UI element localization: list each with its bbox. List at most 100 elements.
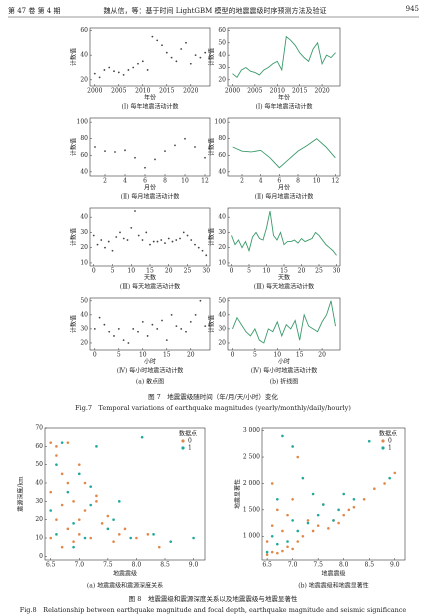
x-axis-label: 月份	[278, 184, 290, 192]
scatter-point	[316, 524, 320, 527]
y-tick-label: 80	[218, 135, 226, 142]
caption: (Ⅱ) 每月地震活动计数	[255, 193, 314, 201]
scatter-point	[161, 44, 163, 47]
y-axis-label: 计数值	[208, 138, 216, 156]
x-tick-label: 2000	[87, 88, 102, 95]
scatter-point	[205, 254, 208, 257]
caption: (Ⅱ) 每月地震活动计数	[121, 193, 180, 201]
line-series	[231, 210, 337, 256]
scatter-point	[296, 455, 300, 459]
y-tick-label: 30	[35, 498, 43, 505]
scatter-point	[89, 536, 93, 540]
scatter-point	[144, 166, 146, 169]
scatter-point	[388, 476, 391, 480]
scatter-point	[103, 69, 106, 71]
caption: (a) 地震震级和震源深度关系	[87, 582, 163, 590]
scatter-point	[117, 533, 121, 536]
x-tick-label: 5	[111, 268, 115, 275]
legend-label: 1	[388, 445, 392, 452]
scatter-point	[152, 533, 155, 536]
scatter-point	[140, 435, 144, 439]
axes-frame	[89, 27, 211, 87]
scatter-point	[383, 482, 386, 485]
scatter-point	[77, 463, 81, 466]
scatter-point	[111, 249, 114, 252]
scatter-point	[122, 339, 125, 342]
x-tick-label: 9.0	[390, 562, 400, 569]
scatter-point	[286, 513, 289, 517]
scatter-point	[306, 519, 310, 522]
x-tick-label: 15	[296, 352, 304, 359]
scatter-point	[170, 56, 173, 59]
y-tick-label: 60	[35, 443, 43, 450]
y-tick-label: 1 000	[243, 533, 260, 540]
scatter-point	[124, 149, 126, 152]
scatter-point	[286, 545, 289, 549]
x-tick-label: 15	[146, 268, 154, 275]
caption: (Ⅰ) 每年地震活动计数	[256, 103, 313, 111]
scatter-point	[100, 239, 103, 241]
x-tick-label: 4	[123, 178, 127, 185]
x-tick-label: 8.0	[132, 562, 142, 569]
scatter-point	[152, 240, 155, 243]
scatter-point	[270, 534, 274, 538]
line-series	[232, 35, 336, 79]
scatter-point	[276, 551, 279, 555]
scatter-point	[114, 151, 116, 153]
y-tick-label: 50	[218, 39, 226, 46]
scatter-point	[393, 471, 397, 475]
x-tick-label: 10	[181, 178, 189, 185]
x-tick-label: 25	[184, 268, 192, 275]
scatter-point	[179, 237, 181, 240]
scatter-point	[107, 240, 110, 243]
legend-title: 数据点	[179, 430, 197, 438]
scatter-point	[60, 503, 64, 507]
scatter-point	[270, 524, 274, 527]
y-tick-label: 20	[218, 244, 226, 251]
figure-caption: 图 8 地震震级和震源深度关系以及地震震级与地震显著性	[129, 594, 298, 603]
x-axis-label: 年份	[278, 94, 290, 102]
scatter-point	[171, 240, 174, 243]
y-tick-label: 40	[80, 52, 88, 59]
x-tick-label: 10	[263, 268, 271, 275]
scatter-point	[146, 533, 150, 536]
scatter-point	[106, 527, 110, 531]
x-tick-label: 0	[93, 352, 97, 359]
scatter-point	[204, 156, 206, 159]
axes-frame	[89, 297, 211, 351]
scatter-point	[311, 529, 315, 533]
figure-caption: 图 7 地震震级随时间（年/月/天/小时）变化	[148, 392, 278, 401]
scatter-point	[165, 51, 168, 54]
x-tick-label: 5	[253, 352, 257, 359]
x-tick-label: 20	[165, 268, 173, 275]
scatter-point	[77, 472, 81, 476]
y-tick-label: 3 000	[243, 427, 260, 434]
axes-frame	[227, 297, 341, 351]
scatter-point	[352, 497, 356, 501]
scatter-point	[122, 73, 125, 76]
scatter-point	[342, 492, 346, 496]
scatter-point	[190, 239, 193, 241]
scatter-point	[113, 70, 115, 73]
y-tick-label: 20	[35, 516, 43, 523]
y-tick-label: 40	[80, 311, 88, 318]
scatter-point	[96, 243, 99, 246]
x-tick-label: 15	[163, 352, 171, 359]
scatter-point	[94, 146, 96, 148]
y-tick-label: 40	[80, 214, 88, 221]
y-tick-label: 40	[218, 311, 226, 318]
y-tick-label: 60	[80, 152, 88, 159]
scatter-point	[98, 316, 101, 319]
scatter-point	[137, 330, 139, 333]
scatter-point	[146, 335, 149, 337]
x-tick-label: 20	[318, 352, 326, 359]
scatter-point	[156, 328, 159, 330]
legend-label: 0	[388, 438, 392, 445]
scatter-point	[180, 328, 183, 330]
scatter-point	[135, 536, 138, 540]
scatter-point	[174, 144, 176, 147]
panel-label: (a) 散点图	[136, 378, 164, 386]
legend-marker	[381, 439, 385, 443]
